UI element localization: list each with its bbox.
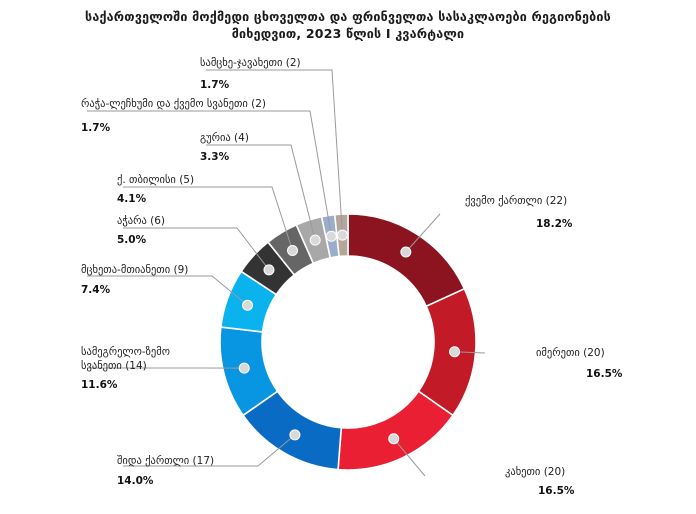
chart-title: საქართველოში მოქმედი ცხოველთა და ფრინველ… <box>0 8 696 42</box>
slice-marker-3 <box>388 433 400 445</box>
leader-line-10 <box>87 110 332 237</box>
donut-slice-3 <box>337 390 455 471</box>
slice-label-2: იმერეთი (20) <box>536 347 605 359</box>
leader-line-4 <box>123 434 296 467</box>
slice-marker-4 <box>289 429 301 441</box>
slice-label-7: აჭარა (6) <box>117 215 165 227</box>
leader-line-6 <box>87 275 248 306</box>
slice-marker-5 <box>238 362 250 374</box>
donut-slice-1 <box>347 213 466 308</box>
slice-marker-9 <box>309 234 321 246</box>
slice-percent-8: 4.1% <box>117 193 147 205</box>
slice-percent-9: 3.3% <box>200 151 230 163</box>
slice-label-9: გურია (4) <box>200 132 249 144</box>
leader-line-7 <box>123 227 270 271</box>
slice-label-6: მცხეთა-მთიანეთი (9) <box>81 264 188 276</box>
slice-label-8: ქ. თბილისი (5) <box>117 174 194 186</box>
slice-label-4: შიდა ქართლი (17) <box>117 455 214 467</box>
slice-marker-11 <box>336 229 348 241</box>
slice-percent-7: 5.0% <box>117 234 147 246</box>
slice-marker-6 <box>242 299 254 311</box>
slice-marker-2 <box>449 346 461 358</box>
slice-label-5: სამეგრელო-ზემო სვანეთი (14) <box>81 346 170 372</box>
slice-percent-1: 18.2% <box>536 218 573 230</box>
slice-percent-6: 7.4% <box>81 284 111 296</box>
slice-label-10: რაჭა-ლეჩხუმი და ქვემო სვანეთი (2) <box>81 98 266 110</box>
leader-line-1 <box>405 213 441 253</box>
slice-percent-4: 14.0% <box>117 475 154 487</box>
slice-percent-11: 1.7% <box>200 79 230 91</box>
slice-percent-2: 16.5% <box>586 368 623 380</box>
chart-title-line2: მიხედვით, 2023 წლის I კვარტალი <box>231 26 465 41</box>
slice-marker-7 <box>263 264 275 276</box>
leader-line-9 <box>206 144 316 241</box>
slice-label-11: სამცხე-ჯავახეთი (2) <box>200 57 301 69</box>
slice-marker-8 <box>287 245 299 257</box>
leader-line-3 <box>393 438 426 477</box>
leader-line-11 <box>206 69 343 236</box>
slice-label-1: ქვემო ქართლი (22) <box>465 195 567 207</box>
slice-percent-10: 1.7% <box>81 122 111 134</box>
slice-label-3: კახეთი (20) <box>505 466 565 478</box>
slice-marker-1 <box>400 246 412 258</box>
slice-marker-10 <box>325 230 337 242</box>
slice-percent-5: 11.6% <box>81 379 118 391</box>
slice-percent-3: 16.5% <box>538 485 575 497</box>
chart-title-line1: საქართველოში მოქმედი ცხოველთა და ფრინველ… <box>85 9 611 24</box>
leader-line-8 <box>123 186 293 251</box>
